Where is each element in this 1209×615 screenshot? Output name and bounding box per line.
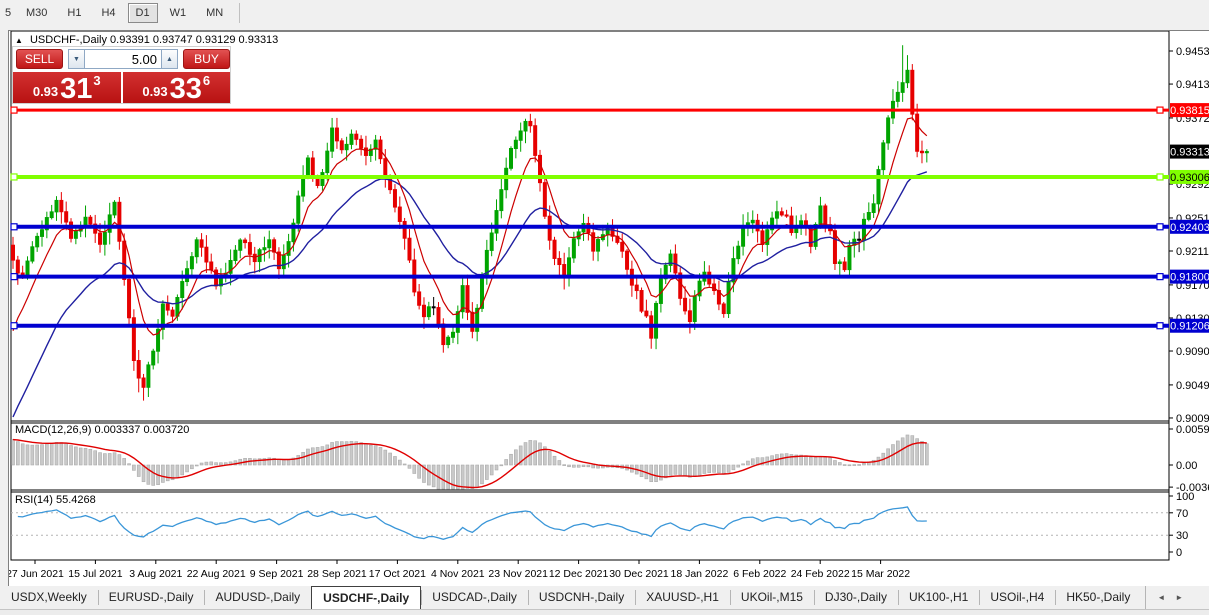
sell-price-big: 31 [60,73,93,105]
svg-text:0.93313: 0.93313 [1170,147,1209,159]
tab-xauusd-h1[interactable]: XAUUSD-,H1 [635,586,730,609]
svg-text:23 Nov 2021: 23 Nov 2021 [488,568,548,580]
macd-indicator-label: MACD(12,26,9) 0.003337 0.003720 [15,424,190,436]
ohlc-low: 0.93129 [195,34,236,46]
timeframe-toolbar: 5 M30 H1 H4 D1 W1 MN [0,0,1209,30]
collapse-panel-icon[interactable]: ▲ [15,36,23,45]
tab-usdcad-daily[interactable]: USDCAD-,Daily [421,586,528,609]
tab-eurusd-daily[interactable]: EURUSD-,Daily [97,586,205,609]
volume-input[interactable] [85,49,161,69]
svg-text:12 Dec 2021: 12 Dec 2021 [549,568,609,580]
chart-window: 0.945300.941300.937200.929200.925100.921… [8,30,1209,587]
svg-text:17 Oct 2021: 17 Oct 2021 [369,568,426,580]
svg-text:28 Sep 2021: 28 Sep 2021 [307,568,367,580]
spinner-up-icon: ▲ [166,55,173,63]
svg-text:15 Jul 2021: 15 Jul 2021 [68,568,122,580]
svg-text:100: 100 [1176,491,1194,503]
svg-text:9 Sep 2021: 9 Sep 2021 [250,568,304,580]
timeframe-d1[interactable]: D1 [127,3,158,23]
chart-title: ▲ USDCHF-,Daily 0.93391 0.93747 0.93129 … [15,34,278,46]
tab-scroll-right-icon[interactable]: ► [1175,593,1184,602]
svg-text:6 Feb 2022: 6 Feb 2022 [733,568,786,580]
svg-text:0.93815: 0.93815 [1170,105,1209,117]
status-bar [0,609,1209,615]
tab-usdchf-daily[interactable]: USDCHF-,Daily [311,586,422,609]
buy-price-prefix: 0.93 [142,84,168,99]
buy-price-quote[interactable]: 0.93 33 6 [122,72,230,105]
svg-text:27 Jun 2021: 27 Jun 2021 [9,568,64,580]
svg-text:0.91206: 0.91206 [1170,321,1209,333]
timeframe-w1[interactable]: W1 [162,3,195,23]
svg-text:22 Aug 2021: 22 Aug 2021 [187,568,246,580]
tab-audusd-daily[interactable]: AUDUSD-,Daily [204,586,311,609]
tab-usoil-h4[interactable]: USOil-,H4 [979,586,1055,609]
svg-text:0.92403: 0.92403 [1170,222,1209,234]
tab-uk100-h1[interactable]: UK100-,H1 [897,586,979,609]
svg-text:0.00: 0.00 [1176,460,1197,472]
buy-button[interactable]: BUY [183,49,230,69]
svg-text:0.005963: 0.005963 [1176,424,1209,436]
sell-price-pip: 3 [93,73,101,88]
spinner-down-icon: ▼ [73,55,80,63]
svg-text:70: 70 [1176,508,1188,520]
ohlc-close: 0.93313 [238,34,279,46]
svg-text:4 Nov 2021: 4 Nov 2021 [431,568,485,580]
timeframe-mn[interactable]: MN [198,3,231,23]
chart-tab-bar: USDX,Weekly EURUSD-,Daily AUDUSD-,Daily USD… [0,586,1209,609]
svg-text:18 Jan 2022: 18 Jan 2022 [670,568,728,580]
tab-scroll-left-icon[interactable]: ◄ [1157,593,1166,602]
timeframe-5[interactable]: 5 [2,3,14,23]
volume-stepper: ▼ ▲ [68,49,178,69]
svg-text:30: 30 [1176,530,1188,542]
tab-usdcnh-daily[interactable]: USDCNH-,Daily [527,586,635,609]
svg-text:30 Dec 2021: 30 Dec 2021 [609,568,669,580]
svg-text:-0.003664: -0.003664 [1176,482,1209,494]
svg-text:0: 0 [1176,547,1182,559]
sell-price-quote[interactable]: 0.93 31 3 [13,72,121,105]
volume-decrease-button[interactable]: ▼ [68,49,85,69]
buy-price-big: 33 [169,73,202,105]
svg-text:0.93006: 0.93006 [1170,172,1209,184]
svg-text:0.91800: 0.91800 [1170,272,1209,284]
tab-scroll-arrows: ◄ ► [1145,586,1188,609]
ohlc-open: 0.93391 [110,34,150,46]
svg-text:24 Feb 2022: 24 Feb 2022 [791,568,850,580]
svg-text:3 Aug 2021: 3 Aug 2021 [129,568,182,580]
timeframe-h4[interactable]: H4 [93,3,123,23]
tab-usdx-weekly[interactable]: USDX,Weekly [11,590,87,604]
toolbar-separator [239,3,241,23]
tab-dj30-daily[interactable]: DJ30-,Daily [813,586,898,609]
volume-increase-button[interactable]: ▲ [161,49,178,69]
tab-ukoil-m15[interactable]: UKOil-,M15 [729,586,814,609]
buy-price-pip: 6 [202,73,211,88]
svg-text:15 Mar 2022: 15 Mar 2022 [851,568,910,580]
timeframe-m30[interactable]: M30 [18,3,55,23]
chart-symbol: USDCHF-,Daily [29,34,107,46]
rsi-indicator-label: RSI(14) 55.4268 [15,494,96,506]
tab-hk50-daily[interactable]: HK50-,Daily [1055,586,1141,609]
timeframe-h1[interactable]: H1 [59,3,89,23]
sell-price-prefix: 0.93 [32,84,59,99]
ohlc-high: 0.93747 [152,34,193,46]
sell-button[interactable]: SELL [16,49,63,69]
price-chart[interactable]: 0.945300.941300.937200.929200.925100.921… [9,31,1209,587]
